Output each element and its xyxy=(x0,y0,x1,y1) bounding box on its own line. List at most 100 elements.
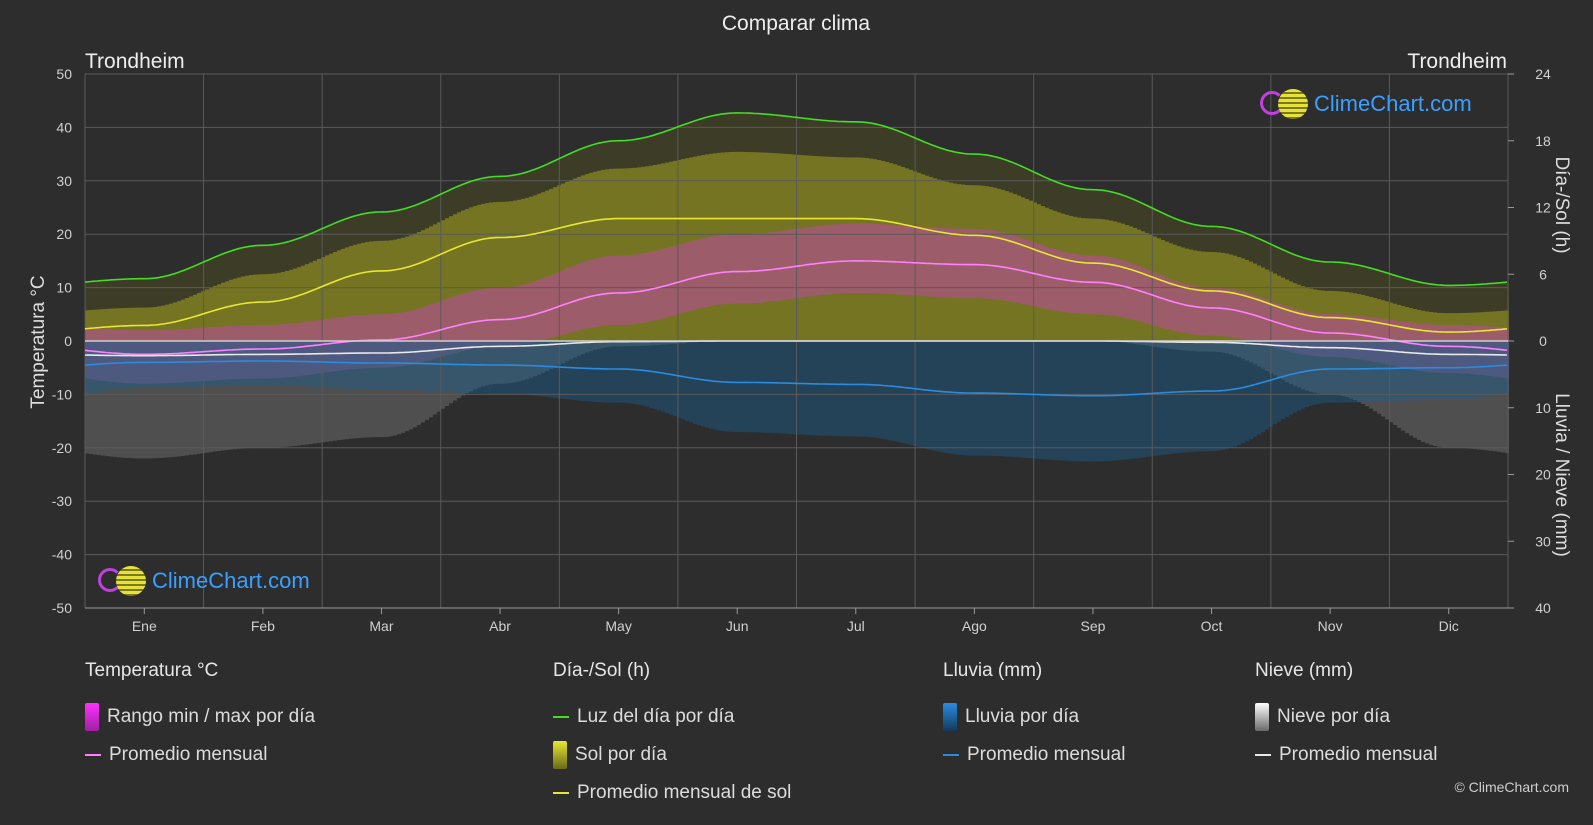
snow-bar xyxy=(1297,341,1301,388)
y-right-bottom-tick-label: 40 xyxy=(1535,600,1551,616)
temp-range-bar xyxy=(317,320,321,374)
snow-bar xyxy=(1485,341,1489,451)
sun-bar xyxy=(693,156,697,341)
rain-bar xyxy=(949,341,953,454)
rain-bar xyxy=(397,341,401,390)
sun-bar xyxy=(425,228,429,341)
sun-bar xyxy=(677,159,681,341)
temp-range-bar xyxy=(233,325,237,380)
sun-bar xyxy=(141,307,145,341)
rain-bar xyxy=(425,341,429,391)
temp-range-bar xyxy=(489,287,493,347)
sun-bar xyxy=(361,242,365,341)
temp-range-bar xyxy=(441,300,445,357)
rain-bar xyxy=(1293,341,1297,413)
temp-range-bar xyxy=(1225,288,1229,337)
rain-bar xyxy=(1341,341,1345,403)
temp-range-bar xyxy=(157,330,161,384)
snow-bar xyxy=(1393,341,1397,426)
temp-range-bar xyxy=(1161,276,1165,328)
snow-bar xyxy=(1373,341,1377,412)
rain-bar xyxy=(993,341,997,456)
sun-bar xyxy=(345,247,349,341)
temp-range-bar xyxy=(1165,277,1169,330)
rain-bar xyxy=(217,341,221,386)
temp-range-bar xyxy=(253,325,257,379)
snow-bar xyxy=(1201,341,1205,352)
rain-bar xyxy=(553,341,557,398)
temp-range-bar xyxy=(85,327,89,379)
temp-range-bar xyxy=(933,227,937,297)
snow-bar xyxy=(125,341,129,458)
rain-bar xyxy=(285,341,289,386)
logo-bottom[interactable]: ClimeChart.com xyxy=(96,565,310,597)
sun-bar xyxy=(1453,313,1457,341)
sun-bar xyxy=(661,163,665,341)
snow-bar xyxy=(1321,341,1325,395)
sun-bar xyxy=(681,159,685,341)
snow-bar xyxy=(521,341,525,381)
temp-range-bar xyxy=(837,224,841,294)
y-left-tick-label: 10 xyxy=(56,280,72,296)
sun-bar xyxy=(1437,312,1441,341)
legend-item: Sol por día xyxy=(553,736,791,774)
rain-bar xyxy=(937,341,941,452)
rain-bar xyxy=(193,341,197,387)
rain-bar xyxy=(1477,341,1481,398)
rain-bar xyxy=(701,341,705,427)
rain-bar xyxy=(453,341,457,393)
snow-bar xyxy=(1405,341,1409,434)
rain-bar xyxy=(149,341,153,388)
rain-bar xyxy=(237,341,241,386)
sun-bar xyxy=(497,201,501,341)
sun-bar xyxy=(285,270,289,341)
snow-bar xyxy=(1277,341,1281,378)
temp-range-bar xyxy=(1441,324,1445,373)
rain-bar xyxy=(245,341,249,386)
logo-top[interactable]: ClimeChart.com xyxy=(1258,88,1472,120)
temp-range-bar xyxy=(209,327,213,381)
snow-bar xyxy=(1257,341,1261,367)
rain-bar xyxy=(445,341,449,393)
rain-bar xyxy=(1021,341,1025,458)
temp-range-bar xyxy=(697,239,701,309)
sun-bar xyxy=(889,163,893,341)
sun-bar xyxy=(429,226,433,341)
temp-range-bar xyxy=(1357,315,1361,360)
temp-range-bar xyxy=(329,318,333,372)
sun-bar xyxy=(1373,297,1377,341)
snow-bar xyxy=(121,341,125,458)
rain-bar xyxy=(1453,341,1457,400)
rain-bar xyxy=(1485,341,1489,397)
rain-bar xyxy=(1317,341,1321,404)
snow-bar xyxy=(89,341,93,454)
rain-bar xyxy=(1393,341,1397,401)
sun-bar xyxy=(765,152,769,341)
snow-bar xyxy=(177,341,181,457)
sun-bar xyxy=(985,186,989,341)
temp-range-bar xyxy=(153,330,157,384)
y-right-top-tick-label: 18 xyxy=(1535,133,1551,149)
snow-bar xyxy=(637,341,641,346)
rain-bar xyxy=(1345,341,1349,403)
temp-range-bar xyxy=(497,287,501,347)
rain-bar xyxy=(461,341,465,393)
temp-range-bar xyxy=(1305,311,1309,356)
sun-bar xyxy=(1133,227,1137,341)
snow-bar xyxy=(1357,341,1361,402)
snow-bar xyxy=(421,341,425,423)
snow-bar xyxy=(661,341,665,345)
snow-bar xyxy=(1429,341,1433,445)
sun-bar xyxy=(881,160,885,341)
sun-bar xyxy=(629,168,633,341)
sun-bar xyxy=(533,195,537,341)
rain-bar xyxy=(569,341,573,400)
temp-range-bar xyxy=(1101,256,1105,315)
sun-bar xyxy=(353,244,357,341)
sun-bar xyxy=(457,212,461,341)
rain-bar xyxy=(281,341,285,386)
snow-bar xyxy=(649,341,653,346)
temp-range-bar xyxy=(1321,314,1325,357)
rain-bar xyxy=(1113,341,1117,461)
sun-bar xyxy=(1441,313,1445,341)
